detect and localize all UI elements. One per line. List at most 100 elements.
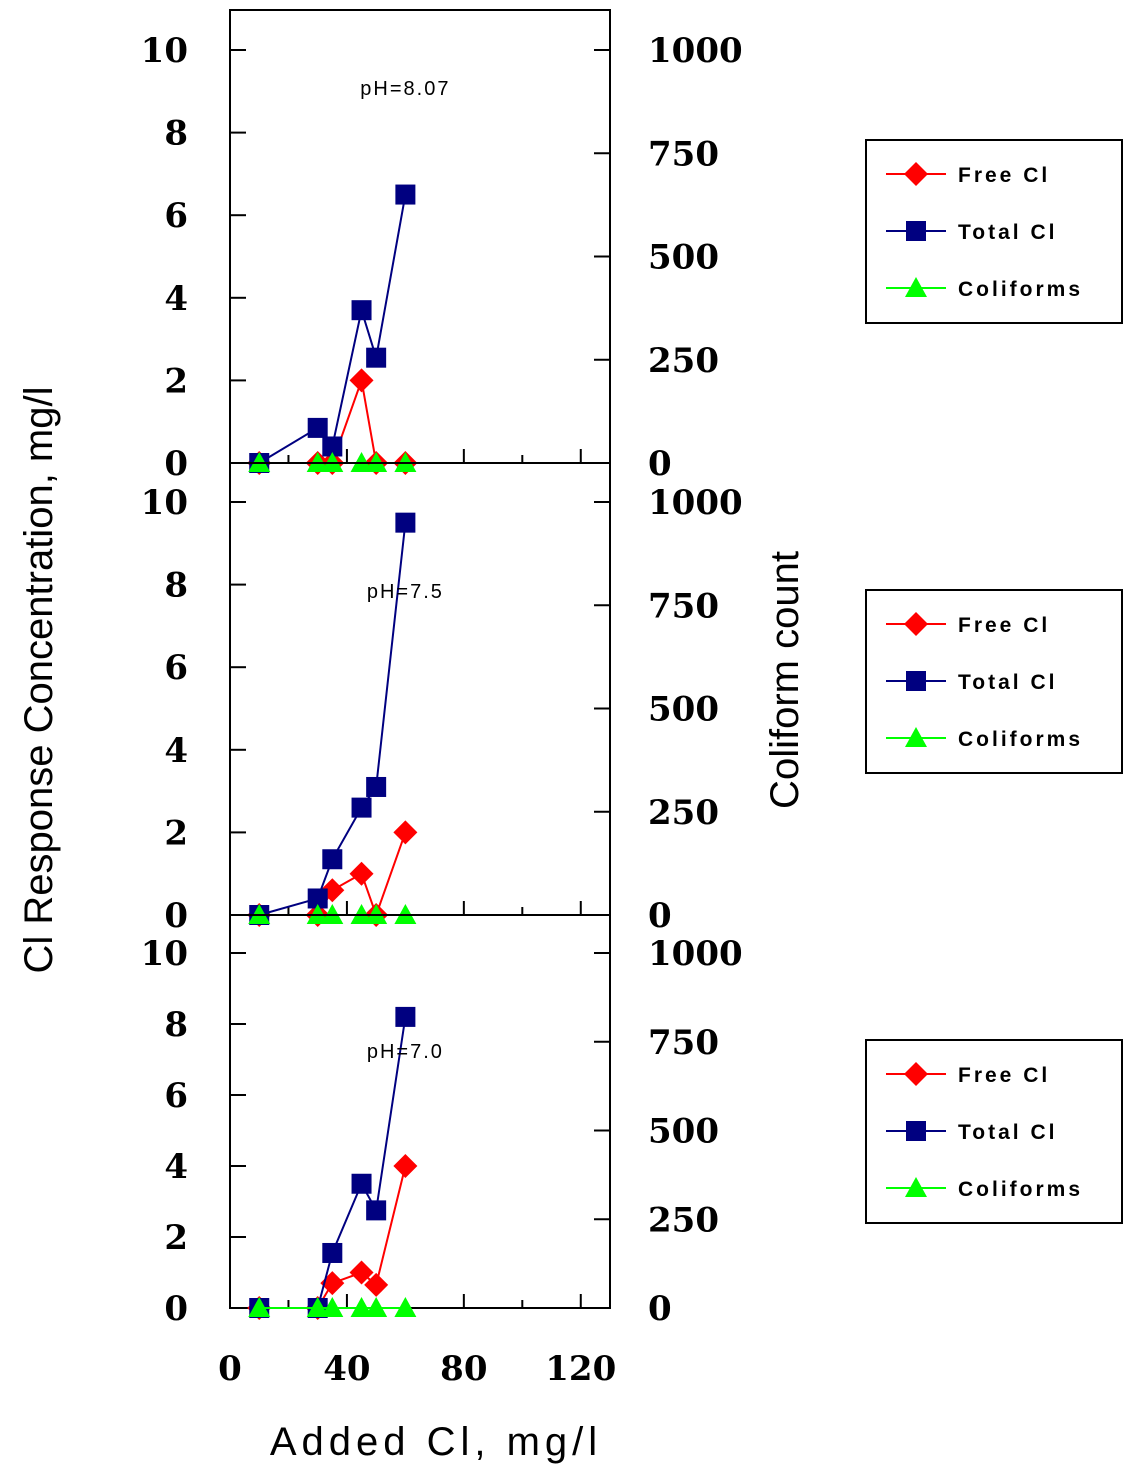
panel-2 [229,462,611,927]
y-left-tick-label: 4 [164,731,188,771]
data-point [306,1297,329,1317]
y-left-tick-label: 6 [164,1076,188,1116]
y-right-tick-label: 0 [648,896,672,936]
y-left-tick-label: 0 [164,896,188,936]
data-point [349,368,374,393]
data-point [395,184,416,205]
data-point [395,512,416,533]
y-right-tick-label: 1000 [648,483,743,523]
y-left-tick-label: 6 [164,196,188,236]
y-left-tick-label: 2 [164,813,188,853]
y-left-tick-label: 6 [164,648,188,688]
legend-1: Free Cl Total Cl Coliforms [865,139,1123,324]
data-point [350,1297,373,1317]
x-tick-label: 0 [218,1349,242,1389]
legend-marker [904,162,928,186]
y-left-tick-label: 2 [164,361,188,401]
data-point [322,436,343,457]
x-tick-label: 120 [545,1349,616,1389]
legend-marker [906,671,926,691]
y-left-tick-label: 8 [164,114,188,154]
series-free-cl [247,1154,418,1320]
y-left-tick-label: 4 [164,279,188,319]
legend-label: Coliforms [958,278,1083,301]
data-point [351,300,372,321]
y-right-tick-label: 500 [648,238,719,278]
y-right-tick-label: 750 [648,586,719,626]
y-right-tick-label: 0 [648,1289,672,1329]
legend-label: Coliforms [958,728,1083,751]
y-right-tick-label: 1000 [648,934,743,974]
data-point [349,1260,374,1285]
panel-3-annotation: pH=7.0 [367,1041,444,1063]
legend-label: Total Cl [958,1121,1057,1144]
legend-marker [905,277,927,297]
legend-marker [906,1121,926,1141]
y-right-tick-label: 750 [648,1023,719,1063]
y-right-tick-label: 500 [648,690,719,730]
legend-marker [906,221,926,241]
data-point [307,888,328,909]
panel-2-frame [229,462,611,916]
series-line [258,194,407,464]
y-left-tick-label: 8 [164,566,188,606]
y-axis-left-label: Cl Response Concentration, mg/l [17,387,61,974]
y-left-tick-label: 10 [141,31,188,71]
legend-marker [904,612,928,636]
y-right-tick-label: 500 [648,1112,719,1152]
x-axis-label: Added Cl, mg/l [270,1420,602,1464]
y-right-tick-label: 250 [648,793,719,833]
series-total-cl [249,512,416,925]
data-point [351,797,372,818]
y-left-tick-label: 0 [164,444,188,484]
panel-2-annotation: pH=7.5 [367,581,444,603]
legend-3: Free Cl Total Cl Coliforms [865,1039,1123,1224]
series-total-cl [249,184,416,473]
data-point [351,1173,372,1194]
panel-1-annotation: pH=8.07 [360,78,450,100]
y-left-tick-label: 10 [141,483,188,523]
y-left-tick-label: 0 [164,1289,188,1329]
y-right-tick-label: 250 [648,341,719,381]
panel-3-frame [229,914,611,1309]
legend-2: Free Cl Total Cl Coliforms [865,589,1123,774]
legend-marker [904,1062,928,1086]
data-point [349,861,374,886]
data-point [366,347,387,368]
data-point [365,1297,388,1317]
y-left-tick-label: 10 [141,934,188,974]
data-point [393,820,418,845]
y-right-tick-label: 1000 [648,31,743,71]
data-point [395,1006,416,1027]
panel-3 [229,914,611,1320]
legend-label: Total Cl [958,671,1057,694]
legend-label: Free Cl [958,614,1050,637]
y-left-tick-label: 8 [164,1005,188,1045]
data-point [321,1297,344,1317]
x-tick-label: 40 [323,1349,370,1389]
data-point [366,776,387,797]
data-point [307,417,328,438]
series-line [259,832,407,918]
x-tick-label: 80 [440,1349,487,1389]
data-point [322,849,343,870]
data-point [393,1154,418,1178]
y-left-tick-label: 2 [164,1218,188,1258]
y-right-tick-label: 250 [648,1200,719,1240]
data-point [322,1242,343,1263]
y-left-tick-label: 4 [164,1147,188,1187]
legend-marker [905,1177,927,1197]
legend-marker [905,727,927,747]
y-right-tick-label: 0 [648,444,672,484]
data-point [248,1297,271,1317]
y-axis-right-label: Coliform count [763,551,807,809]
series-coliforms [248,1297,417,1317]
legend-label: Free Cl [958,164,1050,187]
legend-label: Free Cl [958,1064,1050,1087]
data-point [366,1200,387,1221]
legend-label: Coliforms [958,1178,1083,1201]
data-point [394,1297,417,1317]
y-right-tick-label: 750 [648,134,719,174]
legend-label: Total Cl [958,221,1057,244]
